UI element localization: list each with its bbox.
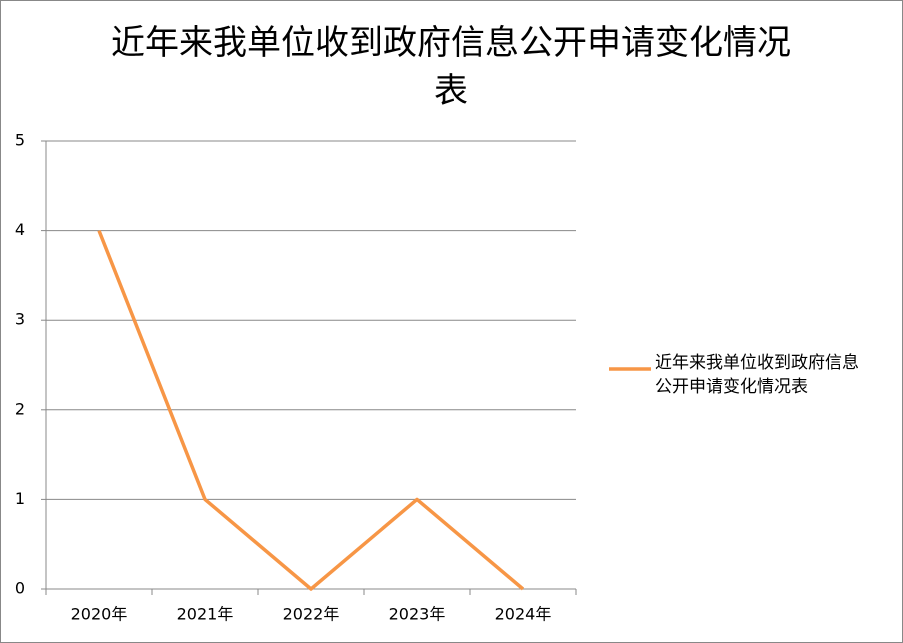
legend-label: 近年来我单位收到政府信息公开申请变化情况表: [655, 353, 859, 397]
x-tick-label: 2021年: [177, 605, 234, 624]
series-line: [97, 229, 525, 591]
x-tick-label: 2020年: [71, 605, 128, 624]
y-tick-label: 3: [15, 310, 25, 329]
y-tick-label: 2: [15, 399, 25, 418]
y-tick-label: 1: [15, 489, 25, 508]
x-tick-label: 2022年: [283, 605, 340, 624]
y-tick-label: 4: [15, 220, 25, 239]
chart-title: 近年来我单位收到政府信息公开申请变化情况表: [111, 23, 791, 111]
y-tick-label: 5: [15, 131, 25, 150]
x-tick-label: 2024年: [495, 605, 552, 624]
x-tick-label: 2023年: [389, 605, 446, 624]
y-tick-label: 0: [15, 579, 25, 598]
